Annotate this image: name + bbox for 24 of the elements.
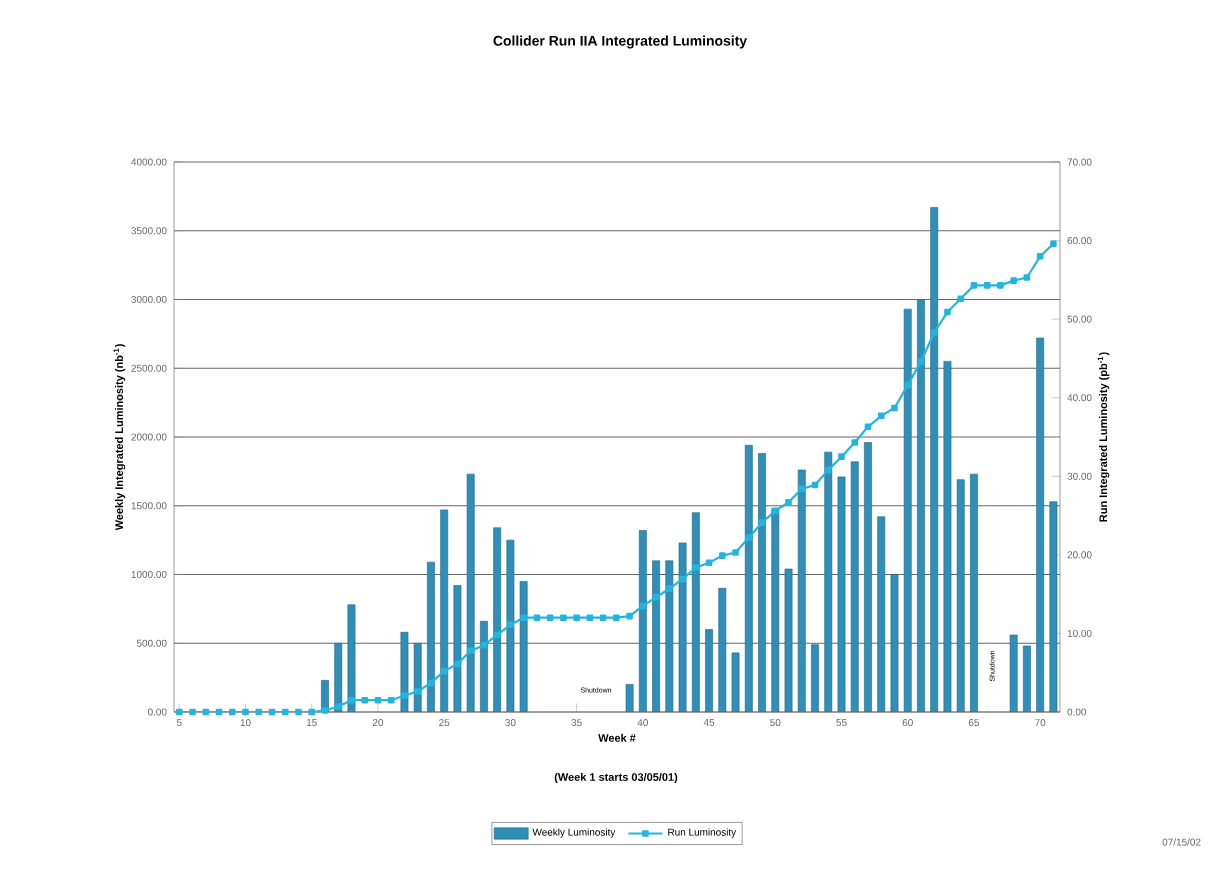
bar	[427, 561, 435, 712]
bar	[400, 631, 409, 712]
bar	[744, 444, 753, 712]
bar	[691, 512, 700, 712]
bar	[334, 642, 343, 712]
bar	[347, 604, 356, 712]
bar	[797, 469, 806, 712]
bar	[930, 207, 939, 712]
bar	[917, 299, 925, 712]
bar	[440, 509, 449, 712]
bar	[678, 542, 687, 712]
bar	[824, 451, 833, 712]
bar	[519, 581, 528, 712]
bar	[493, 527, 502, 712]
bar	[480, 620, 488, 712]
bar	[413, 642, 422, 712]
bar	[903, 308, 912, 712]
bar	[665, 560, 674, 712]
bar	[638, 530, 647, 712]
bar	[652, 560, 660, 712]
bar	[758, 453, 766, 712]
bar	[453, 585, 462, 712]
bar	[466, 473, 475, 712]
bar	[506, 539, 515, 712]
